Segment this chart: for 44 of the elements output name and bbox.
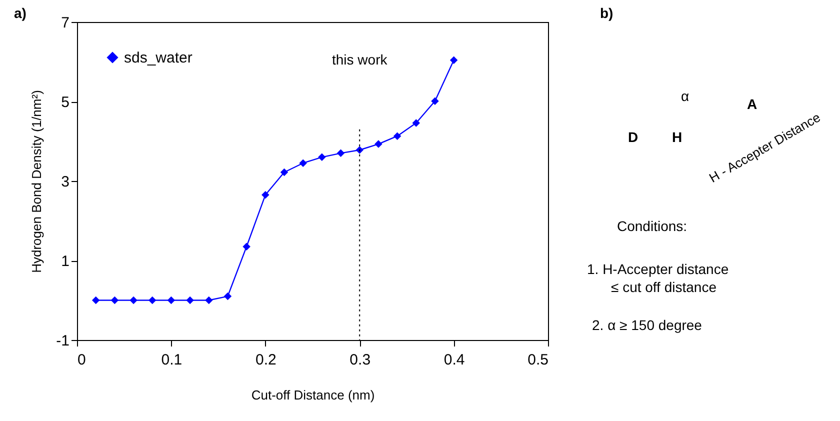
text: α	[680, 88, 690, 104]
y-tick-label: 7	[61, 14, 70, 32]
x-tick-label: 0.2	[255, 352, 276, 368]
point	[393, 132, 402, 140]
point	[186, 296, 194, 304]
x-tick-label: 0.3	[350, 352, 371, 368]
x-tick-label: 0.1	[161, 352, 182, 368]
text: 2. α ≥ 150 degree	[592, 317, 702, 333]
y-tick-label: 1	[61, 253, 70, 270]
point	[224, 292, 232, 300]
point	[318, 153, 326, 162]
y-axis-title: Hydrogen Bond Density (1/nm²)	[29, 90, 44, 273]
x-axis-title: Cut-off Distance (nm)	[251, 388, 375, 402]
point	[336, 149, 345, 158]
x-tick-label: 0	[78, 352, 86, 368]
y-tick-label: -1	[56, 332, 70, 350]
text: D	[628, 129, 638, 145]
point	[431, 97, 439, 105]
ref-line-label: this work	[332, 51, 388, 68]
text: 1. H-Accepter distance	[587, 261, 729, 277]
text: b)	[600, 5, 614, 21]
y-tick-label: 3	[61, 174, 70, 190]
x-tick-label: 0.5	[528, 352, 548, 368]
point	[110, 296, 119, 304]
point	[280, 168, 288, 176]
point	[205, 296, 213, 304]
point	[299, 159, 307, 167]
point	[262, 191, 270, 199]
point	[148, 296, 156, 304]
point	[92, 296, 100, 304]
point	[412, 119, 420, 127]
text: Conditions:	[617, 218, 688, 234]
legend-label: sds_water	[124, 50, 192, 66]
text: A	[746, 96, 758, 112]
point	[130, 296, 138, 304]
text: ≤ cut off distance	[611, 279, 717, 295]
y-tick-label: 5	[61, 94, 70, 111]
text: a)	[14, 5, 26, 21]
x-tick-label: 0.4	[444, 352, 465, 368]
point	[242, 242, 250, 250]
point	[374, 140, 382, 148]
text: H	[672, 129, 682, 145]
point	[167, 296, 176, 304]
point	[450, 56, 458, 64]
